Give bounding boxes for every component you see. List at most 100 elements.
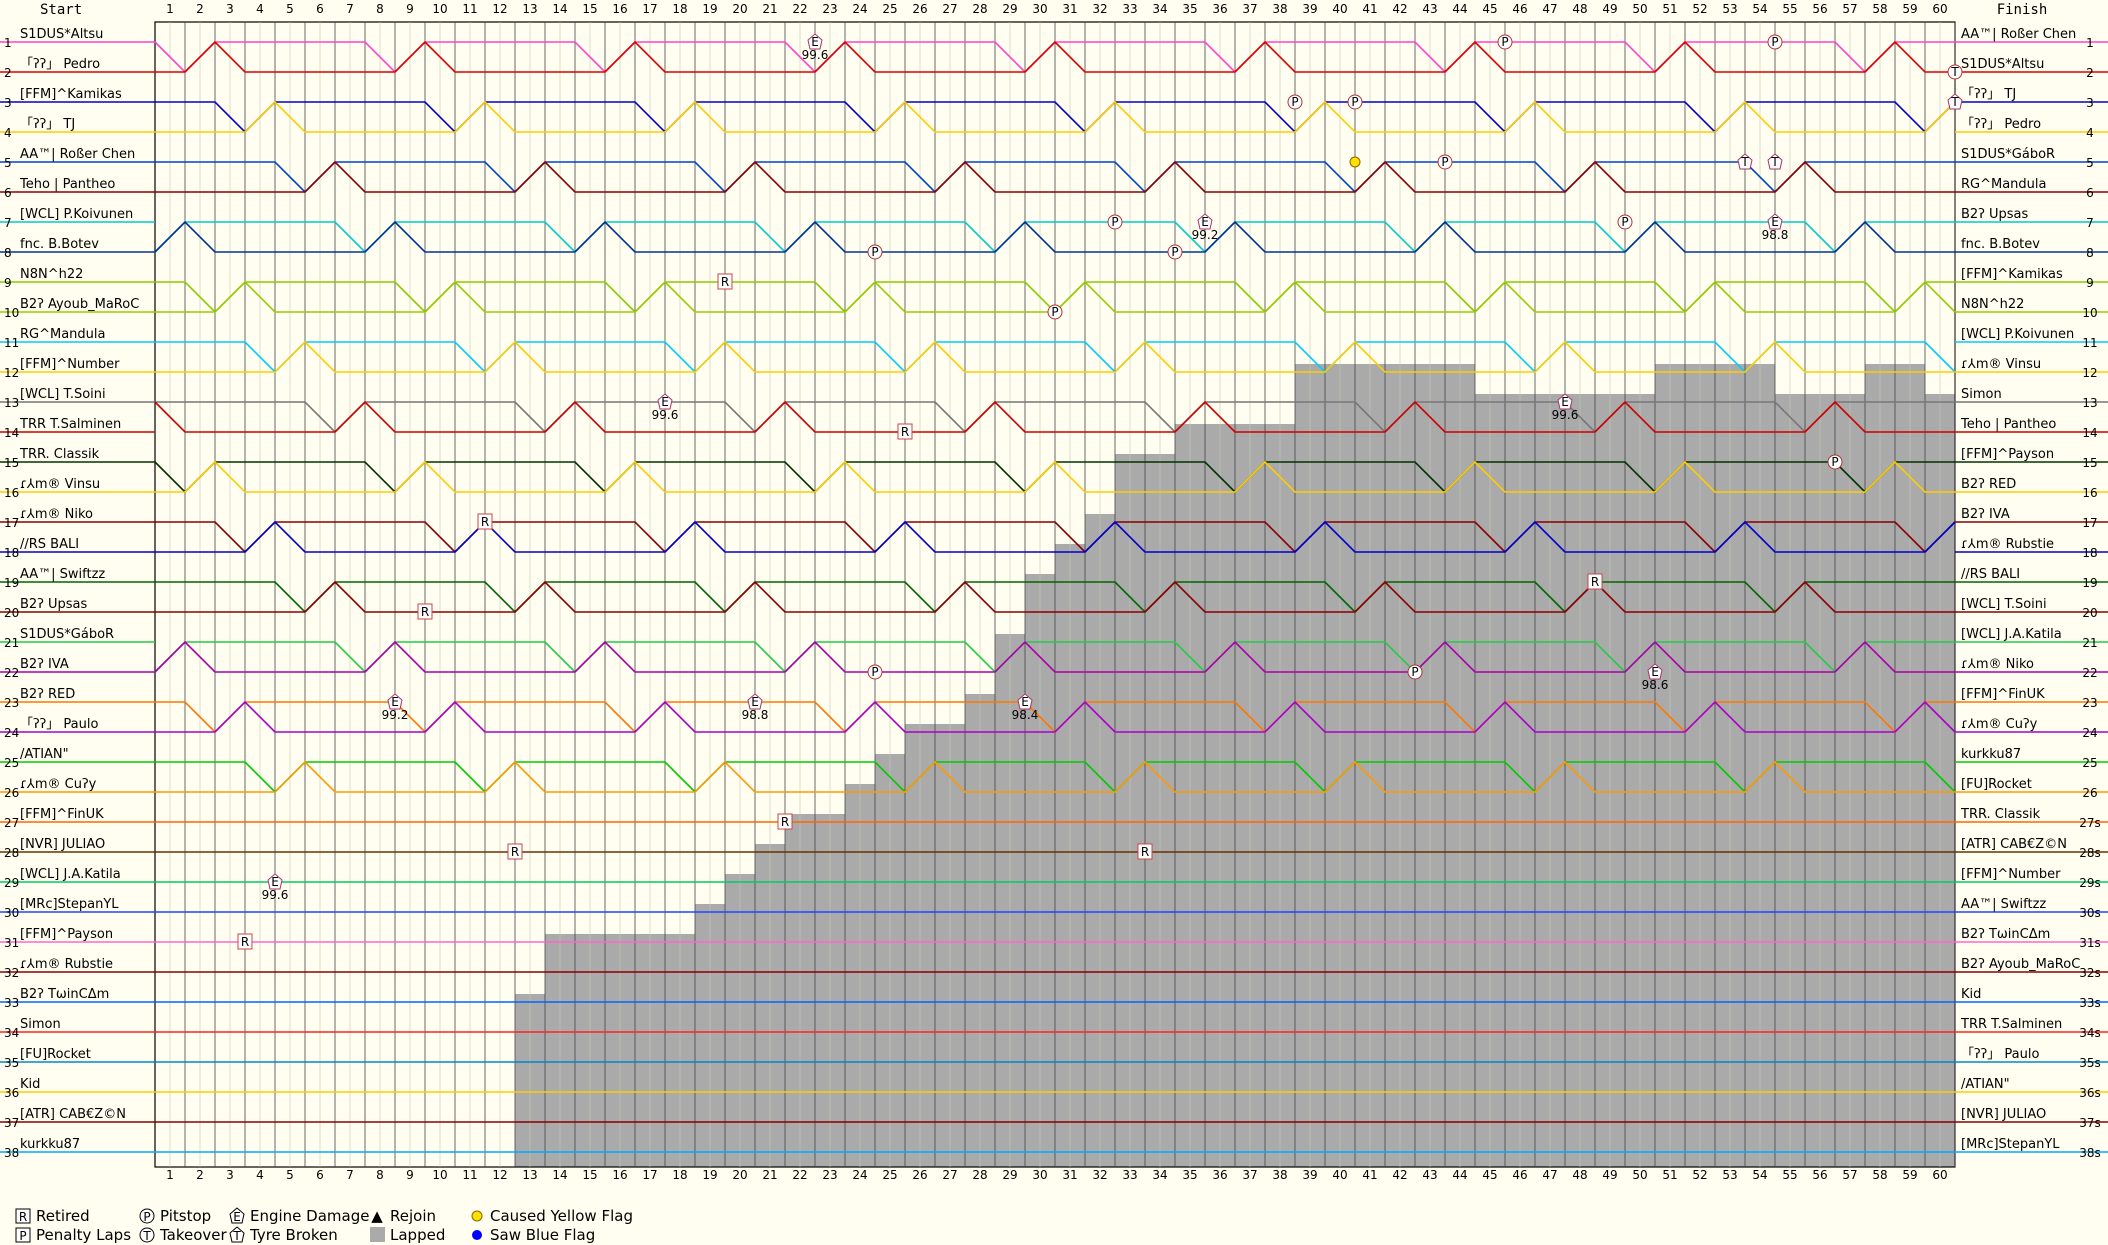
- lap-tick-label-bottom: 10: [432, 1168, 447, 1182]
- finish-driver-label: ɾ⅄m® Niko: [1961, 657, 2034, 672]
- lap-tick-label-top: 53: [1722, 2, 1737, 16]
- position-line: [155, 700, 1956, 733]
- position-tick-label-left: 3: [4, 96, 12, 110]
- position-tick-label-right: 33s: [2079, 996, 2101, 1010]
- position-tick-label-right: 21: [2082, 636, 2097, 650]
- yellow-flag-marker: [1349, 156, 1361, 168]
- position-tick-label-left: 24: [4, 726, 19, 740]
- grid: [154, 21, 1956, 1168]
- finish-driver-label: B2ʔ Ayoub_MaRoC: [1961, 957, 2080, 972]
- lap-tick-label-top: 24: [852, 2, 867, 16]
- position-tick-label-right: 4: [2086, 126, 2094, 140]
- position-tick-label-left: 26: [4, 786, 19, 800]
- lap-tick-label-top: 30: [1032, 2, 1047, 16]
- lap-tick-label-top: 55: [1782, 2, 1797, 16]
- engine_damage-marker: [1767, 213, 1783, 230]
- lap-tick-label-bottom: 35: [1182, 1168, 1197, 1182]
- retired-marker: [717, 273, 733, 290]
- legend-entry-text: Saw Blue Flag: [490, 1226, 595, 1244]
- lap-tick-label-top: 39: [1302, 2, 1317, 16]
- finish-driver-label: N8N^h22: [1961, 297, 2024, 312]
- pitstop-marker: [1047, 304, 1063, 320]
- lap-tick-label-top: 19: [702, 2, 717, 16]
- lap-tick-label-top: 10: [432, 2, 447, 16]
- finish-driver-label: //RS BALI: [1961, 567, 2020, 582]
- position-tick-label-left: 25: [4, 756, 19, 770]
- lap-tick-label-bottom: 55: [1782, 1168, 1797, 1182]
- legend-icon-label: T: [142, 1229, 151, 1243]
- position-tick-label-left: 30: [4, 906, 19, 920]
- retired-marker: [1137, 843, 1153, 860]
- lap-tick-label-top: 54: [1752, 2, 1767, 16]
- start-driver-label: AA™| Roßer Chen: [20, 147, 135, 162]
- lap-tick-label-bottom: 44: [1452, 1168, 1467, 1182]
- position-tick-label-left: 36: [4, 1086, 19, 1100]
- lap-tick-label-top: 12: [492, 2, 507, 16]
- lap-tick-label-bottom: 48: [1572, 1168, 1587, 1182]
- pitstop-marker: [1497, 34, 1513, 50]
- lap-tick-label-top: 33: [1122, 2, 1137, 16]
- finish-driver-label: B2ʔ Upsas: [1961, 207, 2028, 222]
- position-tick-label-left: 21: [4, 636, 19, 650]
- lap-tick-label-bottom: 43: [1422, 1168, 1437, 1182]
- legend-circle-icon: [139, 1227, 155, 1243]
- start-driver-label: [FU]Rocket: [20, 1047, 91, 1062]
- lap-tick-label-bottom: 32: [1092, 1168, 1107, 1182]
- start-driver-label: Kid: [20, 1077, 40, 1092]
- lap-tick-label-bottom: 53: [1722, 1168, 1737, 1182]
- position-tick-label-right: 8: [2086, 246, 2094, 260]
- lap-tick-label-bottom: 1: [166, 1168, 174, 1182]
- engine-damage-note: 98.8: [1762, 228, 1789, 242]
- start-driver-label: RG^Mandula: [20, 327, 106, 342]
- lap-tick-label-bottom: 27: [942, 1168, 957, 1182]
- pitstop-marker: [1827, 454, 1843, 470]
- position-line: [154, 640, 1955, 673]
- start-driver-label: 「ʔʔ」 Pedro: [20, 57, 100, 72]
- pitstop-marker-label: P: [1291, 95, 1298, 109]
- lap-tick-label-bottom: 13: [522, 1168, 537, 1182]
- lap-tick-label-bottom: 56: [1812, 1168, 1827, 1182]
- legend-box-icon: [15, 1208, 31, 1224]
- tyre_broken-marker: [1767, 153, 1783, 170]
- retired-marker-label: R: [781, 815, 789, 829]
- pitstop-marker-label: P: [1831, 455, 1838, 469]
- lap-tick-label-top: 36: [1212, 2, 1227, 16]
- finish-driver-label: 「ʔʔ」 TJ: [1961, 87, 2016, 102]
- pitstop-marker-label: P: [1441, 155, 1448, 169]
- position-tick-label-right: 26: [2082, 786, 2097, 800]
- legend-entry-text: Retired: [36, 1207, 90, 1225]
- lap-tick-label-top: 6: [316, 2, 324, 16]
- start-driver-label: [WCL] P.Koivunen: [20, 207, 133, 222]
- start-driver-label: fnc. B.Botev: [20, 237, 99, 252]
- lap-tick-label-bottom: 18: [672, 1168, 687, 1182]
- lap-tick-label-top: 1: [166, 2, 174, 16]
- position-tick-label-right: 23: [2082, 696, 2097, 710]
- engine_damage-marker: [1557, 393, 1573, 410]
- lap-tick-label-bottom: 34: [1152, 1168, 1167, 1182]
- finish-driver-label: /ATIAN": [1961, 1077, 2010, 1092]
- lap-tick-label-bottom: 58: [1872, 1168, 1887, 1182]
- position-line: [155, 161, 1955, 194]
- axes-labels: Start Finish11223344556677889910101111121…: [4, 2, 2101, 1182]
- tyre_broken-marker: [1947, 93, 1963, 110]
- lap-tick-label-bottom: 28: [972, 1168, 987, 1182]
- lap-tick-label-top: 43: [1422, 2, 1437, 16]
- lap-tick-label-top: 46: [1512, 2, 1527, 16]
- position-tick-label-left: 1: [4, 36, 12, 50]
- lap-tick-label-top: 15: [582, 2, 597, 16]
- position-tick-label-right: 37s: [2079, 1116, 2101, 1130]
- lap-tick-label-bottom: 54: [1752, 1168, 1767, 1182]
- engine_damage-marker-label: E: [661, 395, 669, 409]
- position-line: [155, 460, 1955, 493]
- position-line: [155, 401, 1955, 434]
- lap-tick-label-top: 25: [882, 2, 897, 16]
- finish-header: Finish: [1997, 2, 2048, 18]
- pitstop-marker: [1437, 154, 1453, 170]
- finish-driver-label: S1DUS*Altsu: [1961, 57, 2044, 72]
- position-tick-label-right: 29s: [2079, 876, 2101, 890]
- position-tick-label-right: 6: [2086, 186, 2094, 200]
- finish-driver-label: ɾ⅄m® Vinsu: [1961, 357, 2041, 372]
- position-tick-label-right: 9: [2086, 276, 2094, 290]
- retired-marker: [237, 933, 253, 950]
